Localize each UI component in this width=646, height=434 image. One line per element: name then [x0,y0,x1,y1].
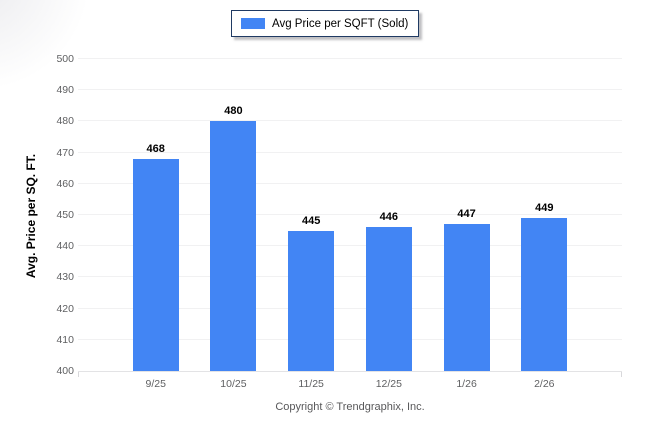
x-tick-label: 9/25 [145,378,166,390]
x-tick-label: 2/26 [534,378,555,390]
bar-2/26 [521,218,568,371]
bar-11/25 [288,230,335,371]
gridline [78,214,622,215]
y-tick-label: 430 [56,271,74,284]
gridline [78,276,622,278]
y-tick-label: 480 [56,115,74,128]
bar-10/25 [210,121,257,371]
gridline [78,89,622,91]
legend-swatch-icon [241,18,265,29]
copyright-text: Copyright © Trendgraphix, Inc. [275,401,425,413]
y-tick-label: 450 [56,209,74,221]
bar-9/25 [132,158,179,371]
x-tick-label: 12/25 [375,378,402,390]
bar-value-label: 446 [379,211,399,224]
legend-label: Avg Price per SQFT (Sold) [272,17,409,30]
x-tick-label: 1/26 [456,378,477,390]
y-tick-label: 490 [56,84,74,97]
gridline [78,182,622,184]
bar-value-label: 445 [301,214,321,227]
bar-value-label: 449 [535,202,554,215]
chart-legend: Avg Price per SQFT (Sold) [231,10,420,37]
y-tick-label: 440 [56,240,74,253]
bar-12/25 [365,227,412,371]
plot-area: 400 410 420 430 440 450 460 470 480 490 500 468 9/25… [56,53,622,390]
gridline [78,338,622,340]
y-tick-label: 470 [56,146,74,159]
bar-value-label: 468 [146,142,165,155]
bar-value-label: 447 [457,208,476,221]
x-tick-label: 10/25 [220,378,247,390]
x-axis-line [78,371,622,372]
axis-end-tick [621,372,622,377]
gridline [78,151,622,153]
axis-end-tick [78,372,79,377]
y-tick-label: 400 [56,365,74,377]
y-tick-label: 500 [56,53,74,65]
gridline [78,58,622,59]
gridline [78,120,622,122]
gridline [78,307,622,309]
x-tick-label: 11/25 [298,378,324,390]
bar-value-label: 480 [224,105,243,118]
bar-1/26 [443,224,490,371]
y-tick-label: 460 [56,177,74,190]
y-tick-label: 420 [56,302,74,315]
gridline [78,245,622,247]
y-tick-label: 410 [56,333,74,346]
